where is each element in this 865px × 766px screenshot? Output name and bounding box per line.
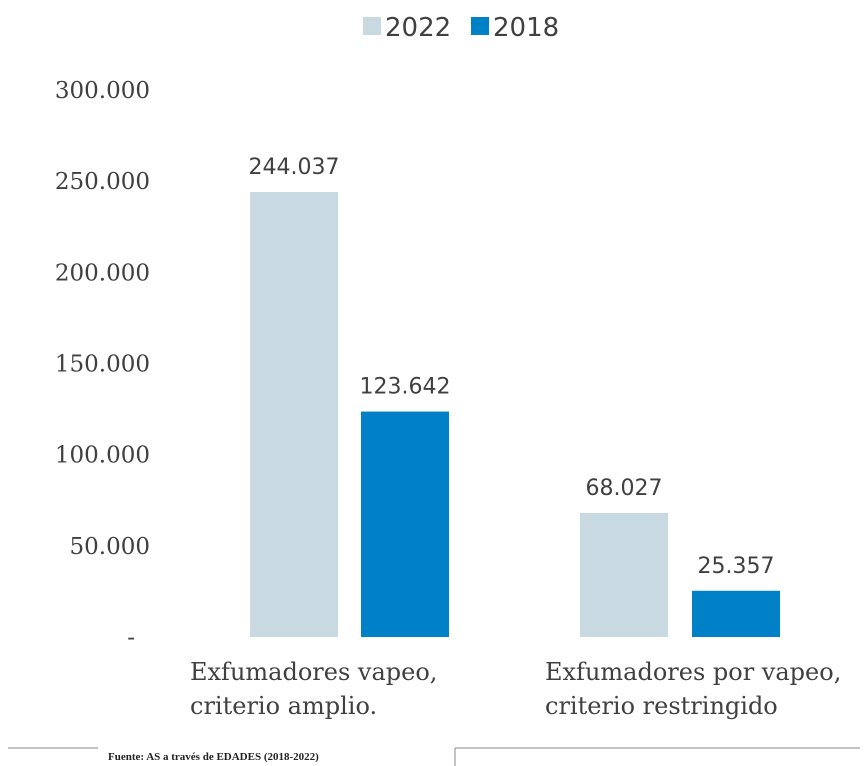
y-axis: - 50.000 100.000 150.000 200.000 250.000 300.0…	[55, 78, 150, 651]
y-tick-label: 250.000	[55, 169, 150, 195]
value-labels: 244.037 123.642 68.027 25.357	[249, 155, 775, 579]
bars	[250, 192, 780, 638]
y-tick-label: 200.000	[55, 260, 150, 286]
legend-label-2018: 2018	[493, 13, 559, 43]
y-tick-label: 150.000	[55, 352, 150, 378]
legend-label-2022: 2022	[385, 13, 451, 43]
data-label-2018-cat-2: 25.357	[698, 554, 775, 579]
category-label-1-line-1: Exfumadores vapeo,	[190, 658, 437, 686]
y-tick-label: 100.000	[55, 443, 150, 469]
data-label-2022-cat-1: 244.037	[249, 155, 340, 180]
x-axis: Exfumadores vapeo, criterio amplio. Exfuma…	[190, 658, 841, 720]
legend-swatch-2022	[363, 17, 381, 35]
bar-2018-cat-2	[692, 590, 780, 637]
category-label-1-line-2: criterio amplio.	[190, 692, 377, 720]
bar-2022-cat-2	[580, 512, 668, 637]
y-tick-label: 50.000	[70, 534, 150, 560]
category-label-2-line-2: criterio restringido	[545, 692, 778, 720]
bar-2018-cat-1	[361, 411, 449, 637]
y-tick-label: 300.000	[55, 78, 150, 104]
legend-swatch-2018	[471, 17, 489, 35]
source-footer: Fuente: AS a través de EDADES (2018-2022…	[8, 747, 860, 766]
data-label-2022-cat-2: 68.027	[586, 476, 663, 501]
source-note: Fuente: AS a través de EDADES (2018-2022…	[108, 751, 319, 763]
y-tick-label: -	[127, 625, 135, 651]
bar-2022-cat-1	[250, 192, 338, 638]
data-label-2018-cat-1: 123.642	[360, 375, 451, 400]
category-label-2-line-1: Exfumadores por vapeo,	[545, 658, 841, 686]
legend: 2022 2018	[363, 13, 559, 43]
